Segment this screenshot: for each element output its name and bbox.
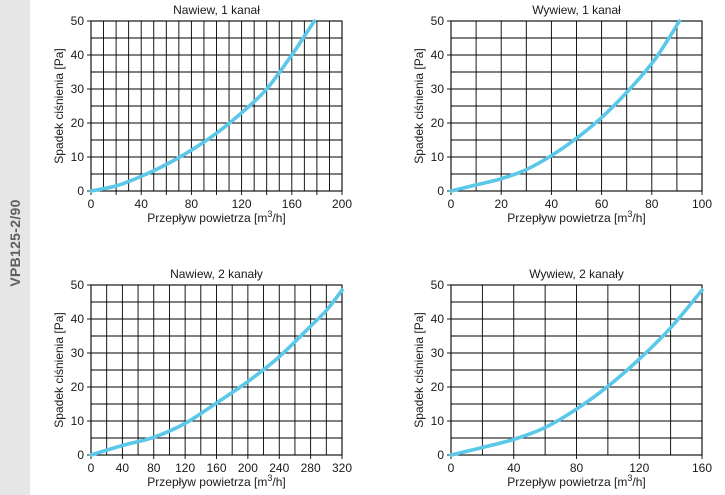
y-tick-label: 30 (71, 346, 85, 360)
y-tick-label: 20 (71, 116, 85, 130)
x-tick-label: 200 (332, 197, 352, 211)
x-tick-label: 60 (595, 197, 609, 211)
y-tick-label: 30 (431, 82, 445, 96)
x-axis-label-superscript: 3 (627, 209, 632, 219)
x-tick-label: 80 (645, 197, 659, 211)
plot-frame (450, 20, 703, 192)
y-tick-label: 20 (71, 380, 85, 394)
x-tick-label: 40 (135, 197, 149, 211)
y-tick-label: 50 (431, 14, 445, 28)
x-tick-label: 120 (232, 197, 252, 211)
x-axis-label-superscript: 3 (627, 473, 632, 483)
y-tick-label: 20 (431, 380, 445, 394)
y-axis-label: Spadek ciśnienia [Pa] (412, 312, 426, 427)
x-tick-label: 0 (88, 197, 95, 211)
y-tick-label: 40 (431, 48, 445, 62)
x-tick-label: 80 (147, 461, 161, 475)
x-axis-label-end: /h] (632, 475, 645, 489)
y-tick-label: 0 (437, 184, 444, 198)
chart-panel-4: 0 40 80 120 160 0 10 20 30 40 50 Wywiew, 2 kanały Pr… (412, 267, 712, 489)
y-tick-label: 40 (71, 48, 85, 62)
y-tick-label: 20 (431, 116, 445, 130)
chart-title: Nawiew, 2 kanały (170, 267, 263, 281)
pressure-curve-line (449, 19, 682, 193)
x-axis-label-main: Przepływ powietrza [m (147, 475, 267, 489)
x-tick-label: 120 (175, 461, 195, 475)
x-axis-label-superscript: 3 (267, 473, 272, 483)
x-axis-label: Przepływ powietrza [m3/h] (147, 473, 285, 489)
y-tick-label: 10 (71, 150, 85, 164)
chart-title: Wywiew, 2 kanały (529, 267, 624, 281)
x-tick-label: 160 (282, 197, 302, 211)
y-axis-label: Spadek ciśnienia [Pa] (52, 312, 66, 427)
x-tick-label: 320 (332, 461, 352, 475)
y-tick-label: 50 (431, 278, 445, 292)
x-tick-label: 40 (545, 197, 559, 211)
y-tick-label: 30 (431, 346, 445, 360)
x-tick-label: 80 (185, 197, 199, 211)
y-tick-label: 0 (437, 448, 444, 462)
y-axis-label: Spadek ciśnienia [Pa] (52, 48, 66, 163)
x-tick-label: 0 (448, 197, 455, 211)
x-axis-label: Przepływ powietrza [m3/h] (507, 209, 645, 225)
x-tick-label: 40 (507, 461, 521, 475)
x-axis-label: Przepływ powietrza [m3/h] (147, 209, 285, 225)
x-tick-label: 200 (238, 461, 258, 475)
x-axis-label: Przepływ powietrza [m3/h] (507, 473, 645, 489)
x-axis-label-main: Przepływ powietrza [m (507, 211, 627, 225)
x-tick-label: 100 (692, 197, 712, 211)
chart-panel-2: 0 20 40 60 80 100 0 10 20 30 40 50 Wywiew, 1 kanał Pr… (412, 3, 712, 225)
y-tick-label: 0 (77, 448, 84, 462)
y-tick-label: 10 (431, 150, 445, 164)
x-axis-label-end: /h] (272, 211, 285, 225)
y-tick-label: 10 (431, 414, 445, 428)
chart-title: Nawiew, 1 kanał (173, 3, 260, 17)
pressure-curve-line (89, 19, 317, 193)
y-axis-label: Spadek ciśnienia [Pa] (412, 48, 426, 163)
x-axis-label-superscript: 3 (267, 209, 272, 219)
y-tick-label: 40 (431, 312, 445, 326)
y-tick-label: 50 (71, 278, 85, 292)
x-tick-label: 80 (570, 461, 584, 475)
x-tick-label: 20 (495, 197, 509, 211)
y-tick-label: 50 (71, 14, 85, 28)
model-band (0, 0, 30, 495)
x-tick-label: 0 (88, 461, 95, 475)
x-tick-label: 240 (269, 461, 289, 475)
x-axis-label-end: /h] (272, 475, 285, 489)
x-tick-label: 0 (448, 461, 455, 475)
chart-panel-3: 0 40 80 120 160 200 240 280 320 0 10 20 30 40 50 Nawiew… (52, 267, 352, 489)
chart-panel-1: 0 40 80 120 160 200 0 10 20 30 40 50 Nawiew, 1 kanał… (52, 3, 352, 225)
chart-title: Wywiew, 1 kanał (532, 3, 621, 17)
x-axis-label-main: Przepływ powietrza [m (507, 475, 627, 489)
pressure-curve-line (449, 288, 704, 457)
x-tick-label: 40 (116, 461, 130, 475)
y-tick-label: 10 (71, 414, 85, 428)
x-tick-label: 160 (692, 461, 712, 475)
x-tick-label: 120 (629, 461, 649, 475)
y-tick-label: 40 (71, 312, 85, 326)
x-tick-label: 280 (301, 461, 321, 475)
x-axis-label-main: Przepływ powietrza [m (147, 211, 267, 225)
pressure-curve-line (89, 288, 344, 457)
x-tick-label: 160 (206, 461, 226, 475)
x-axis-label-end: /h] (632, 211, 645, 225)
y-tick-label: 30 (71, 82, 85, 96)
y-tick-label: 0 (77, 184, 84, 198)
